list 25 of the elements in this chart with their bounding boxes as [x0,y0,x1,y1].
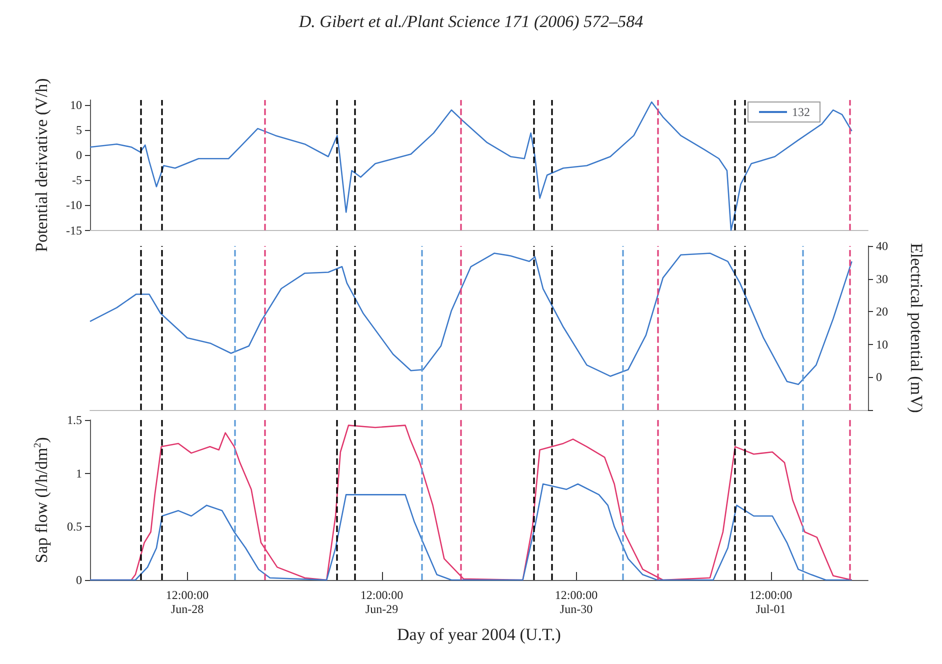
chart-title: D. Gibert et al./Plant Science 171 (2006) 572–584 [298,12,644,31]
y-tick-label: 1.5 [67,413,82,427]
y2-tick-label: 20 [876,304,888,319]
y-axis-title: Potential derivative (V/h) [32,78,51,252]
x-tick-label: 12:00:00 Jun-29 [360,588,404,616]
y-axis-title: Sap flow (l/h/dm2) [32,437,51,563]
y-tick-label: 1 [76,466,82,480]
y2-tick-label: 40 [876,239,888,253]
y-tick-label: -10 [66,198,82,212]
y2-tick-label: 10 [876,337,888,352]
y-tick-label: -15 [66,223,82,238]
y-tick-label: 0.5 [67,520,82,534]
y2-tick-label: 30 [876,272,888,286]
y2-tick-label: 0 [876,370,882,384]
y-tick-label: 10 [70,98,82,112]
y-tick-label: 0 [76,148,82,162]
x-tick-label: 12:00:00 Jul-01 [749,588,792,616]
x-tick-label: 12:00:00 Jun-28 [166,588,209,616]
y-tick-label: 5 [76,123,82,138]
legend-label: 132 [792,105,810,119]
y-tick-label: -5 [72,173,82,188]
x-axis-title: Day of year 2004 (U.T.) [397,625,561,644]
y-tick-label: 0 [76,573,82,587]
x-tick-label: 12:00:00 Jun-30 [554,588,598,616]
y2-axis-title: Electrical potential (mV) [907,243,926,413]
